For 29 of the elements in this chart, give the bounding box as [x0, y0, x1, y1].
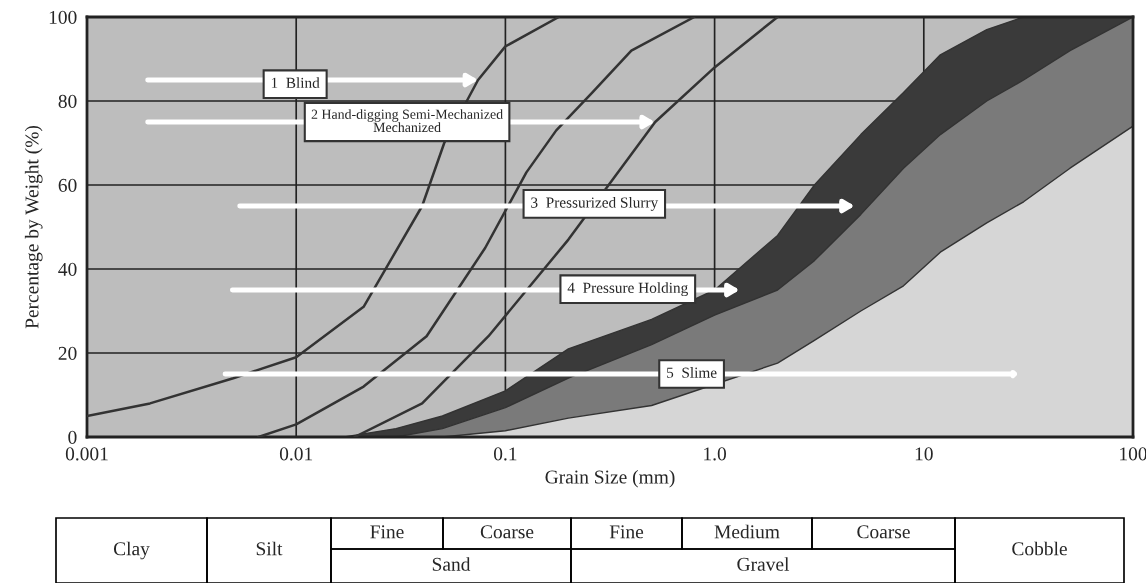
x-tick-label: 10	[915, 447, 933, 461]
x-tick-label: 0.01	[279, 447, 313, 461]
x-tick-label: 1.0	[704, 447, 727, 461]
text: Sand	[432, 557, 471, 571]
y-tick-label: 80	[58, 94, 77, 108]
y-tick-label: 20	[58, 346, 77, 360]
text: Gravel	[737, 557, 790, 571]
y-tick-label: 40	[58, 262, 77, 276]
y-tick-label: 60	[58, 178, 77, 192]
annotation: 5 Slime	[667, 367, 717, 378]
annotation: 3 Pressurized Slurry	[531, 196, 659, 211]
x-tick-label: 100	[1120, 447, 1146, 461]
text: Silt	[256, 541, 283, 556]
text: Clay	[113, 541, 150, 560]
x-tick-label: 0.1	[493, 447, 517, 461]
text: Fine	[370, 525, 404, 539]
text: Fine	[609, 525, 644, 539]
annotation: 4 Pressure Holding	[567, 282, 688, 297]
text: Cobble	[1012, 541, 1067, 556]
text: Coarse	[857, 525, 910, 539]
text: Medium	[714, 524, 780, 539]
y-tick-label: 0	[68, 430, 77, 444]
x-tick-label: 0.001	[65, 447, 108, 461]
y-tick-label: 100	[49, 10, 77, 24]
text: Coarse	[480, 525, 534, 539]
annotation: 1 Blind	[271, 77, 320, 89]
x-axis-title: Grain Size (mm)	[545, 469, 675, 488]
annotation: 2 Hand-digging Semi-Mechanized Mechanized	[311, 109, 503, 133]
y-axis-title: Percentage by Weight (%)	[24, 125, 43, 329]
